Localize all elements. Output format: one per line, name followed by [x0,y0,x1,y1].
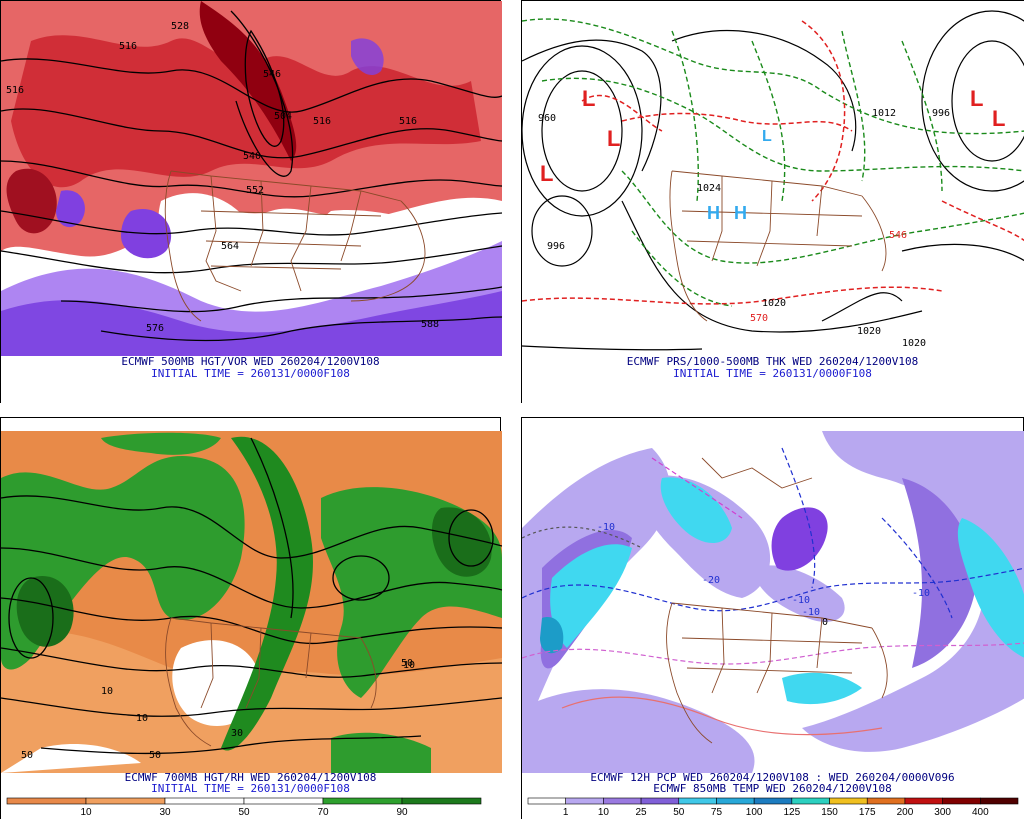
colorbar-swatch [164,797,245,805]
contour-label: 516 [399,116,417,127]
panel-700mb-rh: 10 10 10 50 50 50 30 ECMWF 700MB HGT/RH … [0,417,502,820]
contour-label: 552 [246,185,264,196]
panel-title: ECMWF 700MB HGT/RH WED 260204/1200V108 [124,771,377,784]
colorbar-swatch [603,797,642,805]
isobar-label: 996 [547,241,565,252]
low-center: L [970,86,983,111]
panel-init-time: INITIAL TIME = 260131/0000F108 [151,367,350,380]
panel-pressure-thickness: L L L L H H L L 960 1012 996 1020 1020 1… [521,0,1024,404]
thickness-label: 570 [750,313,768,324]
colorbar-tick-label: 1 [562,807,569,818]
contour-label: 50 [21,750,33,761]
panel-init-time: INITIAL TIME = 260131/0000F108 [151,782,350,795]
thickness-label: 546 [889,230,907,241]
colorbar-tick-label: 200 [896,807,914,818]
precip-colorbar [527,797,1019,805]
colorbar-swatch [716,797,755,805]
colorbar-tick-label: 175 [858,807,876,818]
colorbar-tick-label: 25 [635,807,647,818]
panel-title: ECMWF PRS/1000-500MB THK WED 260204/1200… [626,355,919,368]
contour-label: 564 [221,241,239,252]
rh-colorbar [6,797,482,805]
pressure-centers: L L L L H H L L [540,86,1005,223]
contour-label: 10 [403,660,415,671]
low-center: L [607,126,620,151]
colorbar-tick-label: 70 [317,807,329,818]
contour-label: 504 [274,111,292,122]
colorbar-swatch [678,797,717,805]
map-pressure-thickness: L L L L H H L L 960 1012 996 1020 1020 1… [522,1,1024,404]
colorbar-swatch [791,797,830,805]
high-center: H [734,203,747,223]
low-center: L [762,128,772,145]
temp-label: -10 [912,588,930,599]
colorbar-swatch [401,797,482,805]
temp-label: -10 [597,522,615,533]
contour-label: 588 [421,319,439,330]
colorbar-tick-label: 50 [238,807,250,818]
high-center: H [707,203,720,223]
low-center: L [992,106,1005,131]
colorbar-swatch [980,797,1019,805]
temp-label: -10 [792,595,810,606]
map-500mb-vorticity: 528 516 516 504 540 552 564 576 588 516 … [1,1,502,404]
isobar-label: 1020 [857,326,881,337]
colorbar-swatch [85,797,166,805]
panel-title: ECMWF 500MB HGT/VOR WED 260204/1200V108 [121,355,380,368]
colorbar-swatch [866,797,906,805]
contour-label: 528 [171,21,189,32]
map-700mb-rh: 10 10 10 50 50 50 30 [1,431,502,820]
isobar-label: 1012 [872,108,896,119]
temp-label: -20 [702,575,720,586]
colorbar-tick-label: 10 [80,807,92,818]
contour-label: 50 [401,658,413,669]
colorbar-tick-label: 75 [710,807,723,818]
colorbar-tick-label: 125 [783,807,801,818]
colorbar-swatch [942,797,981,805]
panel-precip-850temp: -10 -10 -10 -10 -20 0 ECMWF 12H PCP WED … [521,417,1024,820]
colorbar-tick-label: 400 [971,807,989,818]
colorbar-tick-label: 150 [821,807,838,818]
temp-label: 0 [822,617,828,628]
panel-init-time: INITIAL TIME = 260131/0000F108 [673,367,872,380]
colorbar-swatch [904,797,943,805]
low-center: L [582,86,595,111]
temp-label: -10 [802,607,820,618]
colorbar-swatch [243,797,324,805]
panel-title: ECMWF 12H PCP WED 260204/1200V108 : WED … [590,771,955,784]
contour-label: 10 [136,713,148,724]
colorbar-swatch [829,797,868,805]
contour-label: 516 [6,85,24,96]
panel-subtitle: ECMWF 850MB TEMP WED 260204/1200V108 [653,782,892,795]
panel-500mb-vorticity: 528 516 516 504 540 552 564 576 588 516 … [0,0,502,404]
contour-label: 516 [119,41,137,52]
contour-label: 546 [263,69,281,80]
isobar-label: 960 [538,113,556,124]
colorbar-swatch [322,797,403,805]
colorbar-swatch [565,797,604,805]
contour-label: 540 [243,151,261,162]
isobar-label: 996 [932,108,950,119]
colorbar-swatch [753,797,793,805]
contour-label: 576 [146,323,164,334]
contour-label: 10 [101,686,113,697]
colorbar-swatch [527,797,566,805]
low-center: L [540,161,553,186]
colorbar-tick-label: 300 [934,807,951,818]
isobar-label: 1024 [697,183,721,194]
contour-label: 30 [231,728,243,739]
colorbar-swatch [640,797,680,805]
colorbar-tick-label: 100 [745,807,763,818]
colorbar-swatch [6,797,87,805]
colorbar-tick-label: 90 [396,807,408,818]
colorbar-tick-label: 10 [597,807,609,818]
colorbar-tick-label: 50 [673,807,685,818]
map-precip-850temp: -10 -10 -10 -10 -20 0 [522,431,1024,820]
isobar-label: 1020 [762,298,786,309]
contour-label: 516 [313,116,331,127]
colorbar-tick-label: 30 [159,807,171,818]
isobar-label: 1020 [902,338,926,349]
contour-label: 50 [149,750,161,761]
